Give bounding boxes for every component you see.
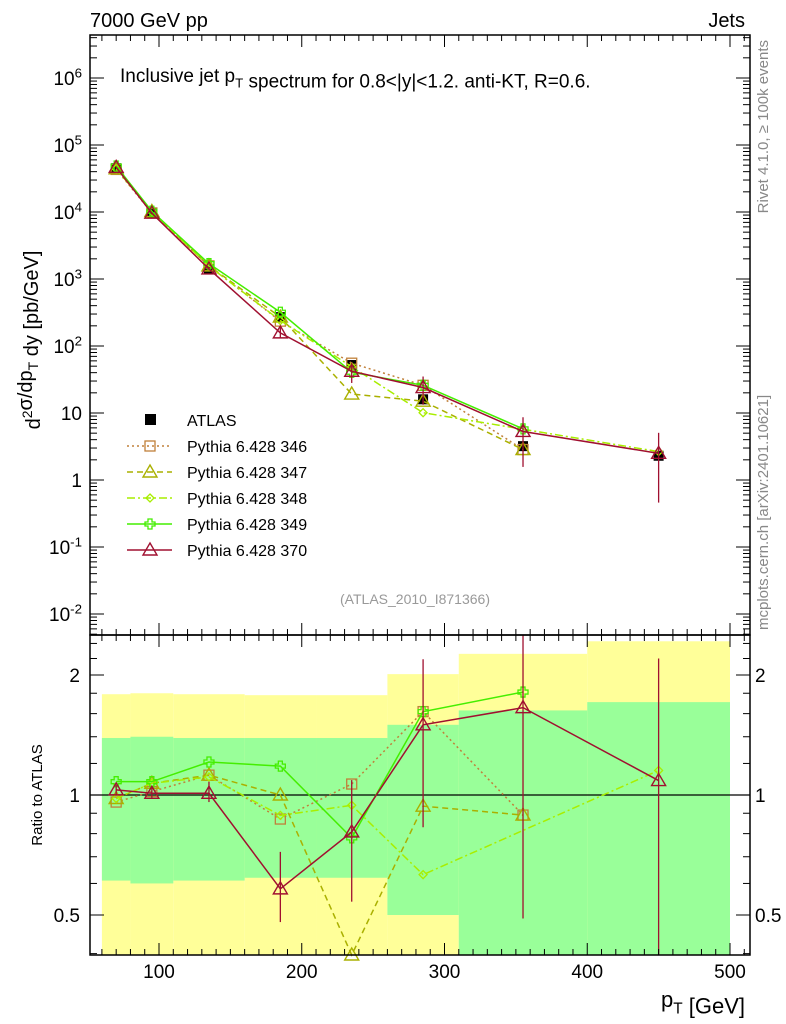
data-point	[343, 362, 360, 377]
ratio-data-point	[272, 786, 289, 801]
legend-label: Pythia 6.428 370	[187, 543, 307, 560]
rivet-label: Rivet 4.1.0, ≥ 100k events	[755, 40, 772, 213]
series-5	[107, 158, 667, 955]
legend-label: Pythia 6.428 349	[187, 517, 307, 534]
header-left: 7000 GeV pp	[90, 10, 208, 32]
legend-marker	[144, 518, 156, 530]
data-point	[343, 385, 360, 400]
band-inner-segment	[173, 737, 245, 881]
mcplots-label: mcplots.cern.ch [arXiv:2401.10621]	[755, 395, 772, 630]
ratio-data-point	[514, 699, 532, 714]
ratio-data-point	[418, 869, 429, 880]
ratio-y-tick-label: 0.5	[54, 906, 80, 927]
y-tick-label: 10-1	[49, 534, 82, 559]
series-line	[115, 168, 524, 451]
y-tick-label: 106	[53, 65, 82, 90]
axes: 100 200 300 400 50010610510410310210110-110-…	[49, 34, 781, 983]
x-tick-label: 500	[714, 962, 746, 983]
series-layer	[107, 158, 667, 961]
ratio-data-point	[274, 813, 286, 825]
band-inner-segment	[130, 736, 174, 884]
ratio-data-point	[274, 760, 286, 772]
legend-marker	[145, 493, 155, 503]
ratio-series-line	[116, 706, 659, 890]
x-tick-label: 200	[286, 962, 318, 983]
ratio-data-point	[275, 810, 286, 821]
ratio-data-point	[417, 705, 429, 718]
series-line	[115, 166, 659, 455]
ratio-data-point	[110, 796, 122, 808]
ratio-y-tick-label: 2	[69, 666, 80, 687]
series-line	[115, 168, 524, 451]
data-point	[107, 158, 125, 174]
data-point	[650, 444, 667, 460]
series-line	[115, 165, 524, 430]
y-tick-label: 1	[71, 471, 82, 492]
legend-marker-atlas	[145, 414, 156, 425]
data-point	[514, 423, 532, 438]
ratio-data-point	[203, 756, 215, 768]
legend: ATLAS Pythia 6.428 346 Pythia 6.428 347 Pyt…	[127, 413, 307, 560]
data-point	[143, 204, 161, 219]
y-tick-label: 10-2	[49, 601, 82, 626]
ratio-data-point	[343, 823, 360, 838]
data-point	[414, 379, 432, 394]
legend-marker	[141, 541, 159, 556]
ratio-data-point	[200, 784, 218, 799]
ratio-data-point	[111, 793, 122, 804]
x-tick-label: 400	[571, 962, 603, 983]
y-tick-label: 103	[53, 266, 82, 291]
analysis-annotation: (ATLAS_2010_I871366)	[340, 591, 490, 607]
ratio-data-point	[517, 686, 529, 698]
ratio-data-point	[343, 946, 360, 961]
data-point	[200, 260, 218, 275]
ratio-data-point	[414, 716, 432, 731]
x-tick-label: 100	[143, 962, 175, 983]
ratio-y-tick-label-right: 1	[755, 786, 766, 807]
legend-label: Pythia 6.428 348	[187, 491, 307, 508]
chart-title: Inclusive jet pT spectrum for 0.8<|y|<1.…	[120, 66, 591, 93]
data-point	[418, 407, 429, 418]
ratio-data-point	[650, 772, 667, 787]
band-inner-segment	[101, 737, 131, 881]
y-tick-label: 10	[61, 404, 82, 425]
data-point	[272, 324, 289, 339]
ratio-data-point	[107, 781, 125, 796]
ratio-data-point	[146, 776, 158, 788]
ratio-y-tick-label: 1	[69, 786, 80, 807]
legend-label: ATLAS	[187, 413, 237, 430]
legend-label: Pythia 6.428 346	[187, 439, 307, 456]
ratio-y-label: Ratio to ATLAS	[29, 744, 46, 845]
ratio-data-point	[204, 772, 214, 782]
ratio-series-line	[115, 769, 659, 876]
header-right: Jets	[708, 10, 745, 32]
ratio-data-point	[143, 784, 161, 799]
ratio-y-tick-label-right: 0.5	[755, 906, 781, 927]
ratio-data-point	[272, 880, 289, 895]
y-tick-label: 102	[53, 333, 82, 358]
y-tick-label: 104	[53, 199, 82, 224]
data-point	[274, 306, 286, 318]
ratio-y-tick-label-right: 2	[755, 666, 766, 687]
data-point	[346, 366, 358, 378]
y-tick-label: 105	[53, 132, 82, 157]
series-line	[115, 168, 659, 453]
ratio-bands	[90, 641, 750, 955]
data-point	[414, 392, 432, 407]
legend-label: Pythia 6.428 347	[187, 465, 307, 482]
legend-marker	[141, 463, 159, 478]
x-tick-label: 300	[429, 962, 461, 983]
legend-marker	[144, 440, 156, 452]
x-axis-label: pT [GeV]	[661, 987, 745, 1019]
y-axis-label: d2σ/dpT dy [pb/GeV]	[15, 251, 45, 430]
data-point	[203, 258, 215, 270]
